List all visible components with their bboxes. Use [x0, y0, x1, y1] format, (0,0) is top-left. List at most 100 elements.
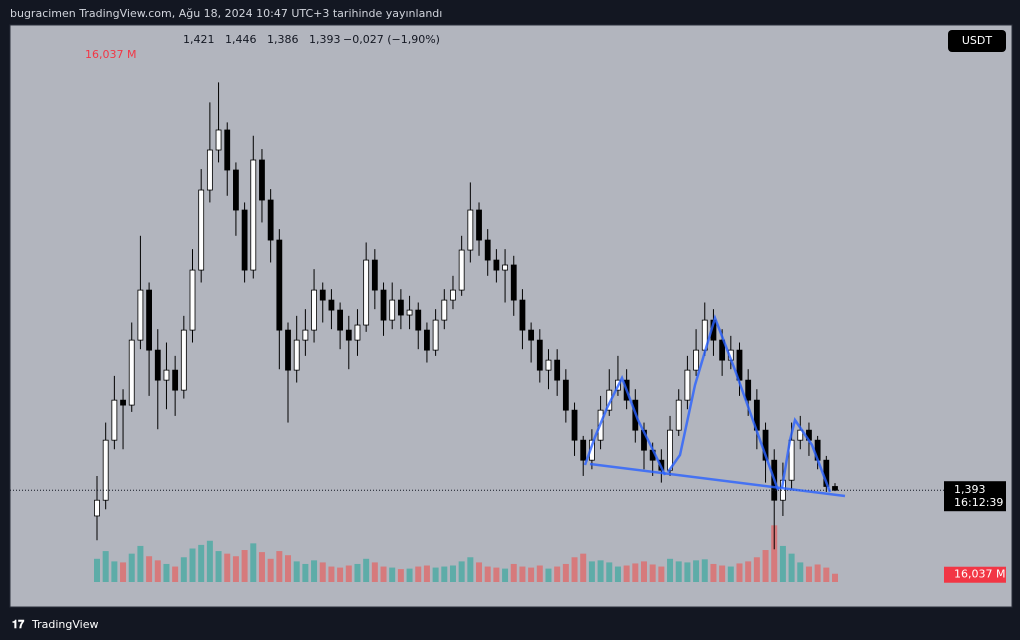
pattern-line [666, 314, 780, 491]
volume-bar [285, 555, 292, 582]
volume-bar [163, 563, 170, 582]
candle-body [693, 349, 699, 371]
candle-body [259, 159, 265, 201]
volume-bar [302, 563, 309, 582]
pattern-line [583, 374, 667, 476]
candle-body [432, 319, 439, 351]
volume-bar [528, 567, 535, 582]
volume-bar [120, 562, 127, 582]
published-note: bugracimen TradingView.com, Ağu 18, 2024… [10, 7, 442, 20]
volume-bar [423, 565, 430, 582]
candle-body [580, 439, 587, 461]
volume-bar [745, 561, 752, 582]
volume-bar [137, 545, 144, 582]
candle-body [719, 339, 726, 361]
chart-panel [9, 24, 1013, 608]
brand-logo: 𝟏𝟕 [12, 618, 25, 631]
candle-body [476, 209, 482, 241]
volume-bar [623, 565, 630, 582]
candle-body [528, 329, 535, 341]
volume-bar [771, 525, 778, 582]
candle-body [293, 339, 300, 371]
volume-bar [267, 558, 274, 582]
volume-tag-label: 16,037 M [954, 568, 1005, 581]
volume-bar [319, 562, 326, 582]
candle-body [519, 299, 526, 331]
candle-body [180, 329, 187, 391]
candle-body [424, 329, 430, 351]
volume-bar [823, 567, 830, 582]
candle-body [467, 209, 474, 251]
volume-bar [224, 553, 231, 582]
candle-body [172, 369, 179, 391]
volume-bar [111, 561, 118, 582]
candle-body [328, 299, 335, 311]
volume-bar [467, 557, 474, 582]
candle-body [250, 159, 257, 271]
volume-bar [406, 568, 413, 582]
volume-bar [180, 557, 187, 582]
candle-body [493, 259, 500, 271]
candle-body [554, 359, 561, 381]
volume-bar [449, 565, 456, 582]
candle-body [354, 324, 361, 341]
volume-bar [258, 552, 265, 582]
candle-body [345, 329, 352, 341]
price-tag-label: 1,393 [954, 483, 986, 496]
volume-bar [649, 564, 656, 582]
volume-bar [102, 551, 109, 582]
volume-bar [814, 564, 821, 582]
candle-body [215, 129, 222, 151]
volume-bar [276, 551, 283, 582]
volume-tag [944, 566, 1006, 583]
candle-body [371, 259, 378, 291]
candle-body [380, 289, 387, 321]
volume-bar [354, 563, 361, 582]
candle-body [397, 299, 404, 316]
volume-bar [198, 544, 205, 582]
candle-body [163, 369, 170, 381]
candle-body [450, 289, 456, 301]
volume-bar [502, 568, 509, 582]
volume-bar [727, 566, 734, 582]
volume-bar [736, 563, 743, 582]
volume-bar [675, 561, 682, 582]
volume-bar [484, 566, 491, 582]
candle-body [684, 369, 691, 401]
volume-bar [614, 566, 621, 582]
candle-body [832, 486, 838, 491]
volume-bar [232, 556, 239, 582]
volume-bar [293, 561, 300, 582]
volume-bar [154, 560, 161, 582]
volume-bar [710, 563, 717, 582]
candle-body [146, 289, 152, 351]
volume-bar [797, 562, 804, 582]
candle-body [285, 329, 291, 371]
candle-body [102, 439, 109, 501]
volume-bar [189, 548, 196, 582]
candle-body [745, 379, 752, 401]
volume-bar [328, 566, 335, 582]
volume-bar [536, 565, 543, 582]
candle-body [788, 439, 795, 481]
candle-body [137, 289, 144, 341]
volume-bar [571, 557, 578, 582]
volume-bar [658, 566, 665, 582]
volume-bar [519, 566, 526, 582]
volume-bar [389, 567, 396, 582]
volume-bar [779, 545, 786, 582]
ohlc-legend: 1,421 1,446 1,386 1,393 −0,027 (−1,90%) [183, 33, 440, 46]
candle-body [94, 499, 100, 517]
candle-body [128, 339, 135, 406]
volume-bar [554, 566, 561, 582]
neckline [589, 462, 846, 498]
volume-bar [476, 562, 483, 582]
volume-bar [215, 551, 222, 582]
candle-body [441, 299, 448, 321]
candle-body [484, 239, 491, 261]
candle-body [233, 169, 239, 211]
volume-bar [172, 566, 179, 582]
volume-bar [684, 562, 691, 582]
